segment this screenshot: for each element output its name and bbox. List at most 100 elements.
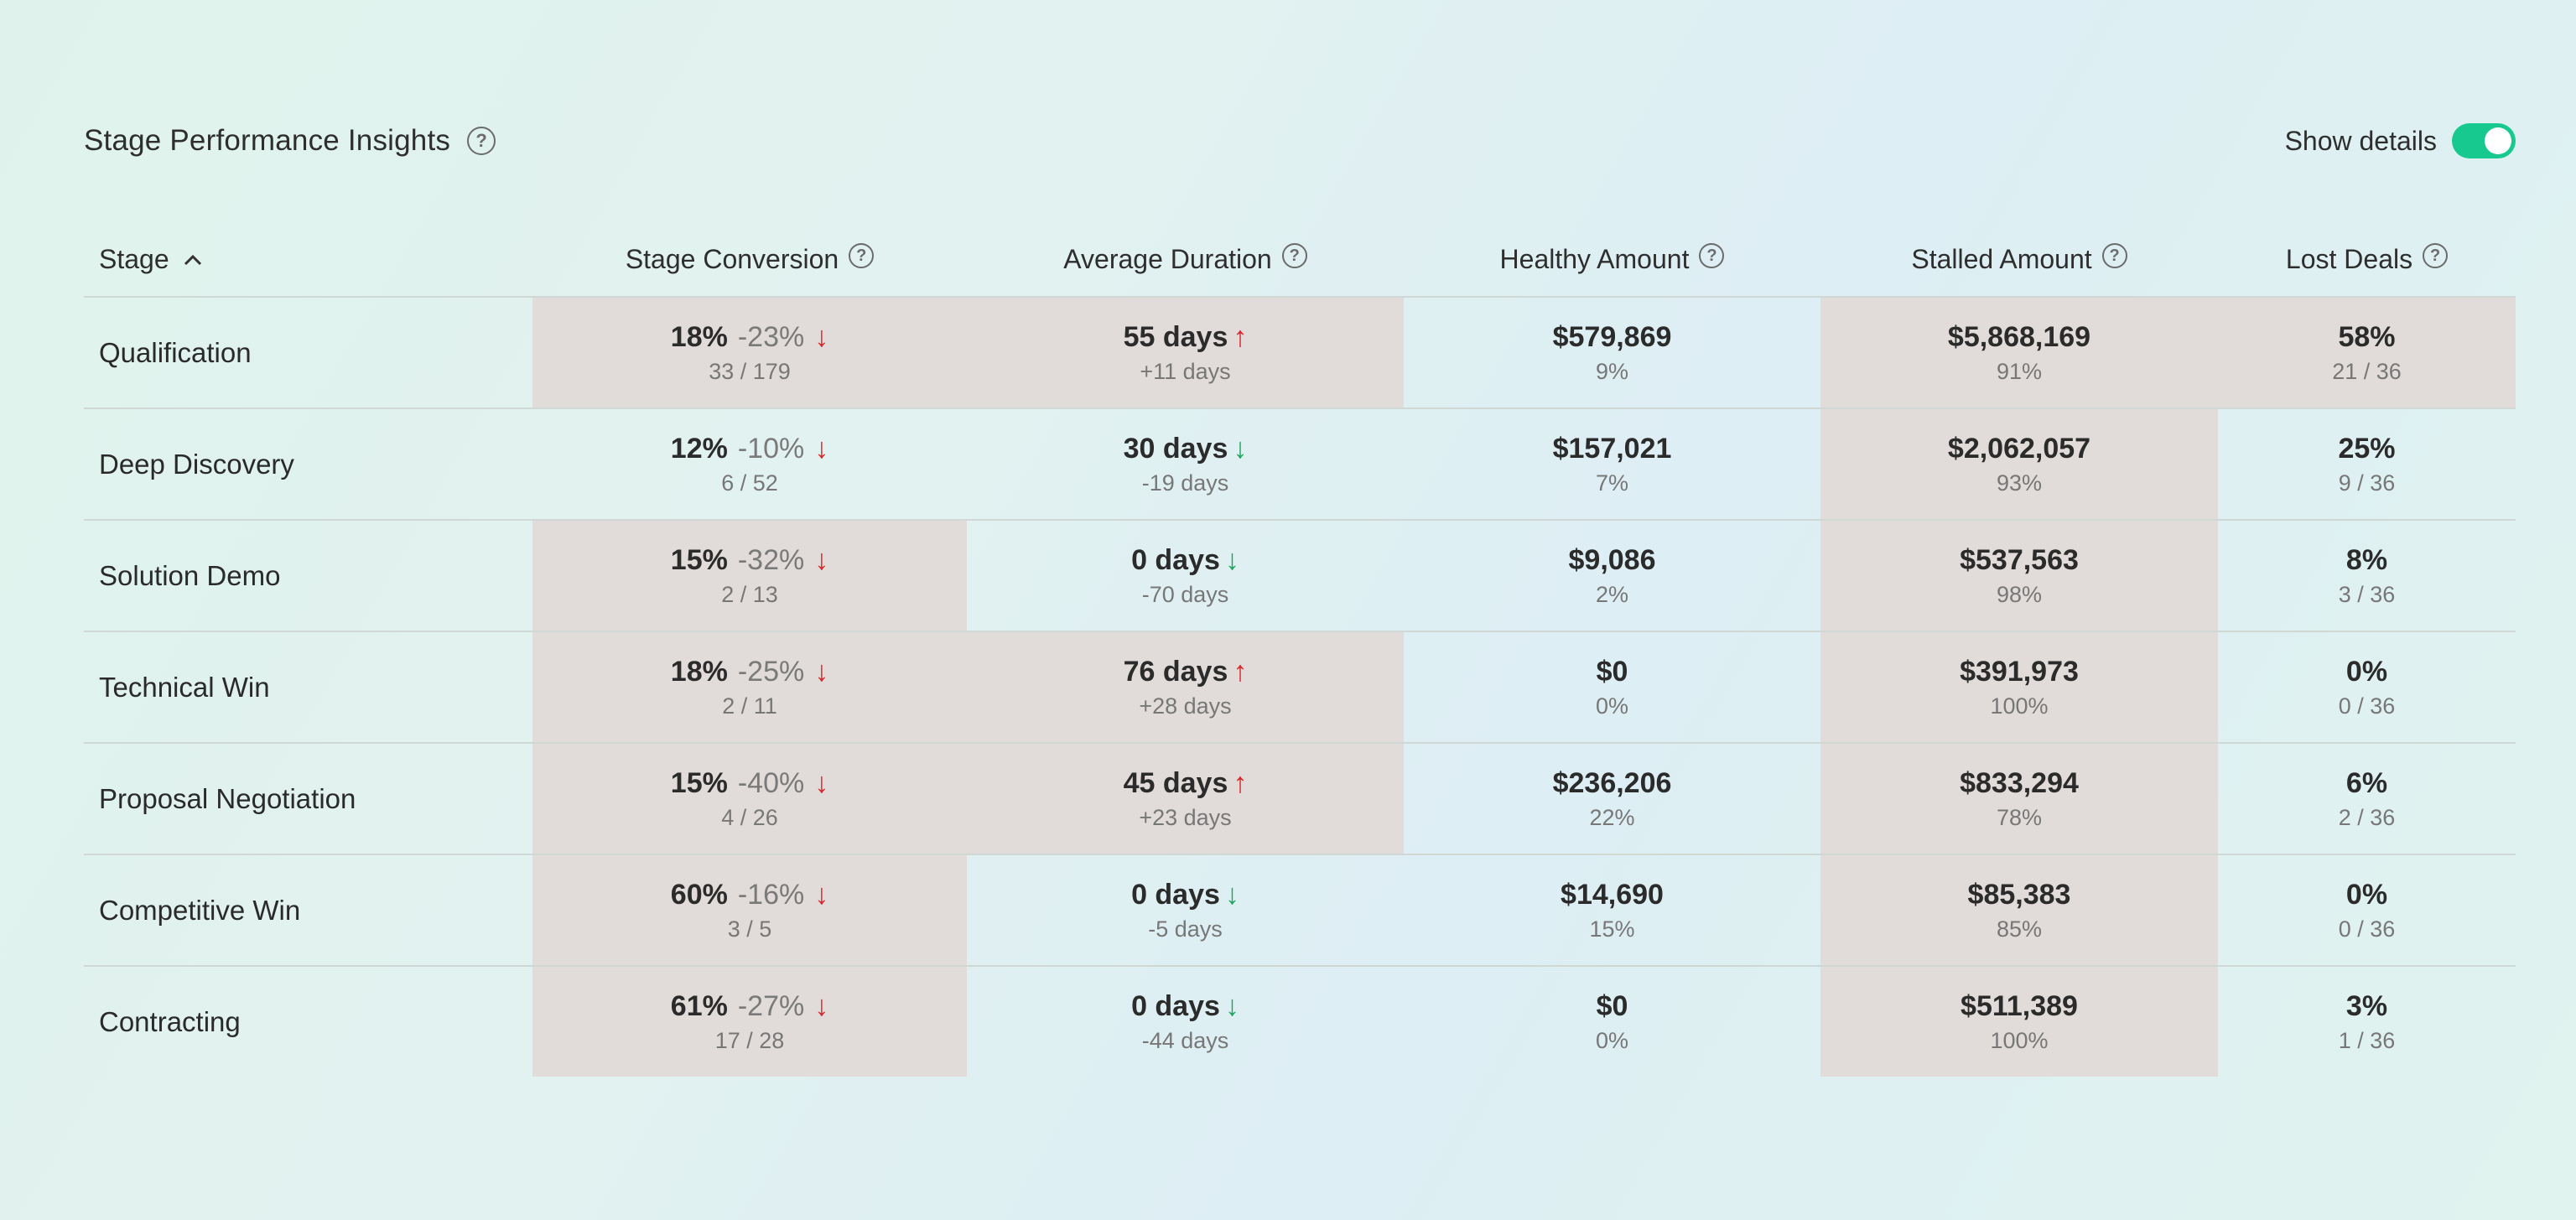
column-header-healthy-label: Healthy Amount (1499, 243, 1690, 274)
stage-name-cell: Solution Demo (84, 520, 532, 632)
lost-sub-value: 0 / 36 (2338, 693, 2396, 719)
lost-cell: 6% 2 / 36 (2218, 743, 2516, 855)
stalled-value: $5,868,169 (1947, 320, 2091, 353)
stalled-value: $833,294 (1960, 766, 2079, 799)
stalled-value-line: $391,973 (1820, 653, 2218, 690)
duration-cell: 45 days ↑ +23 days (967, 743, 1404, 855)
duration-sub-value: -70 days (1141, 581, 1229, 607)
conversion-value-line: 60% -16% ↓ (532, 876, 967, 913)
conversion-help-icon[interactable]: ? (849, 243, 875, 268)
stalled-value-line: $5,868,169 (1820, 319, 2218, 356)
healthy-cell: $0 0% (1404, 966, 1820, 1077)
stalled-cell: $833,294 78% (1820, 743, 2218, 855)
conversion-sub-value: 6 / 52 (721, 470, 778, 496)
healthy-sub-value: 9% (1595, 358, 1629, 384)
duration-sub-value: -19 days (1141, 470, 1229, 496)
stage-name-cell: Deep Discovery (84, 408, 532, 521)
conversion-cell: 12% -10% ↓ 6 / 52 (532, 408, 967, 521)
arrow-down-icon: ↓ (814, 543, 829, 576)
table-row[interactable]: Solution Demo 15% -32% ↓ 2 / 13 0 days ↓ -70 da… (84, 520, 2516, 632)
conversion-value-line: 18% -25% ↓ (532, 653, 967, 690)
duration-cell: 76 days ↑ +28 days (967, 631, 1404, 744)
lost-cell: 25% 9 / 36 (2218, 408, 2516, 521)
conversion-sub-value: 4 / 26 (721, 804, 778, 830)
duration-help-icon[interactable]: ? (1281, 243, 1307, 268)
duration-value-line: 30 days ↓ (967, 430, 1404, 467)
stalled-value: $391,973 (1960, 655, 2079, 688)
stage-performance-table: Stage Stage Conversion ? Average Duratio… (84, 222, 2516, 1077)
conversion-cell: 61% -27% ↓ 17 / 28 (532, 966, 967, 1077)
stalled-cell: $537,563 98% (1820, 520, 2218, 632)
lost-cell: 58% 21 / 36 (2218, 297, 2516, 409)
healthy-cell: $157,021 7% (1404, 408, 1820, 521)
stalled-value-line: $537,563 (1820, 542, 2218, 579)
table-header-row: Stage Stage Conversion ? Average Duratio… (84, 222, 2516, 298)
stage-name-cell: Qualification (84, 297, 532, 409)
arrow-up-icon: ↑ (1233, 655, 1248, 688)
stalled-value-line: $511,389 (1820, 988, 2218, 1025)
stage-name-cell: Contracting (99, 1005, 241, 1037)
healthy-help-icon[interactable]: ? (1699, 243, 1725, 268)
stage-name-cell: Proposal Negotiation (84, 743, 532, 855)
stalled-sub-value: 93% (1996, 470, 2043, 496)
lost-sub-value: 21 / 36 (2332, 358, 2402, 384)
duration-value: 45 days (1123, 766, 1228, 799)
stalled-help-icon[interactable]: ? (2101, 243, 2127, 268)
lost-value: 8% (2345, 543, 2388, 576)
column-header-conversion-label: Stage Conversion (625, 243, 839, 274)
stalled-value-line: $85,383 (1820, 876, 2218, 913)
title-help-icon[interactable]: ? (467, 127, 496, 155)
table-row[interactable]: Technical Win 18% -25% ↓ 2 / 11 76 days ↑ +28 d… (84, 631, 2516, 744)
conversion-value-line: 61% -27% ↓ (532, 988, 967, 1025)
lost-sub-value: 3 / 36 (2338, 581, 2396, 607)
lost-help-icon[interactable]: ? (2423, 243, 2449, 268)
healthy-value-line: $0 (1404, 653, 1820, 690)
table-row[interactable]: Qualification 18% -23% ↓ 33 / 179 55 days ↑ +11… (84, 297, 2516, 409)
sort-ascending-icon[interactable] (183, 247, 203, 273)
table-row[interactable]: Deep Discovery 12% -10% ↓ 6 / 52 30 days ↓ -19 … (84, 408, 2516, 521)
lost-value: 3% (2345, 989, 2388, 1022)
stalled-value: $537,563 (1960, 543, 2079, 576)
conversion-delta: -27% (737, 989, 805, 1022)
conversion-delta: -10% (737, 432, 805, 465)
table-row[interactable]: Proposal Negotiation 15% -40% ↓ 4 / 26 45 day… (84, 743, 2516, 855)
healthy-value: $157,021 (1552, 432, 1672, 465)
stalled-sub-value: 85% (1996, 916, 2043, 942)
lost-cell: 0% 0 / 36 (2218, 854, 2516, 967)
conversion-sub-value: 2 / 11 (722, 693, 777, 719)
conversion-value-line: 15% -40% ↓ (532, 765, 967, 802)
healthy-sub-value: 7% (1595, 470, 1629, 496)
healthy-sub-value: 2% (1595, 581, 1629, 607)
healthy-sub-value: 0% (1595, 693, 1629, 719)
stalled-cell: $85,383 85% (1820, 854, 2218, 967)
duration-value: 0 days (1131, 878, 1220, 911)
duration-value-line: 45 days ↑ (967, 765, 1404, 802)
column-header-stage[interactable]: Stage (84, 222, 532, 298)
stalled-cell: $2,062,057 93% (1820, 408, 2218, 521)
conversion-cell: 60% -16% ↓ 3 / 5 (532, 854, 967, 967)
lost-sub-value: 2 / 36 (2338, 804, 2396, 830)
lost-value-line: 58% (2218, 319, 2516, 356)
conversion-value-line: 12% -10% ↓ (532, 430, 967, 467)
table-body: Qualification 18% -23% ↓ 33 / 179 55 days ↑ +11… (84, 297, 2516, 1077)
healthy-sub-value: 15% (1589, 916, 1635, 942)
show-details-toggle[interactable] (2452, 123, 2516, 158)
arrow-up-icon: ↑ (1233, 320, 1248, 353)
table-row[interactable]: Contracting 61% -27% ↓ 17 / 28 0 days ↓ -44 day… (84, 966, 2516, 1077)
panel-header: Stage Performance Insights ? Show detail… (84, 116, 2516, 166)
lost-sub-value: 0 / 36 (2338, 916, 2396, 942)
column-header-duration: Average Duration ? (967, 222, 1404, 298)
duration-sub-value: -5 days (1148, 916, 1223, 942)
arrow-down-icon: ↓ (814, 320, 829, 353)
conversion-delta: -25% (737, 655, 805, 688)
healthy-cell: $9,086 2% (1404, 520, 1820, 632)
show-details-label: Show details (2284, 125, 2437, 156)
conversion-value-line: 15% -32% ↓ (532, 542, 967, 579)
arrow-down-icon: ↓ (814, 432, 829, 465)
stage-name-cell: Technical Win (84, 631, 532, 744)
conversion-cell: 18% -23% ↓ 33 / 179 (532, 297, 967, 409)
lost-value-line: 3% (2218, 988, 2516, 1025)
healthy-value-line: $579,869 (1404, 319, 1820, 356)
duration-sub-value: +23 days (1139, 804, 1232, 830)
